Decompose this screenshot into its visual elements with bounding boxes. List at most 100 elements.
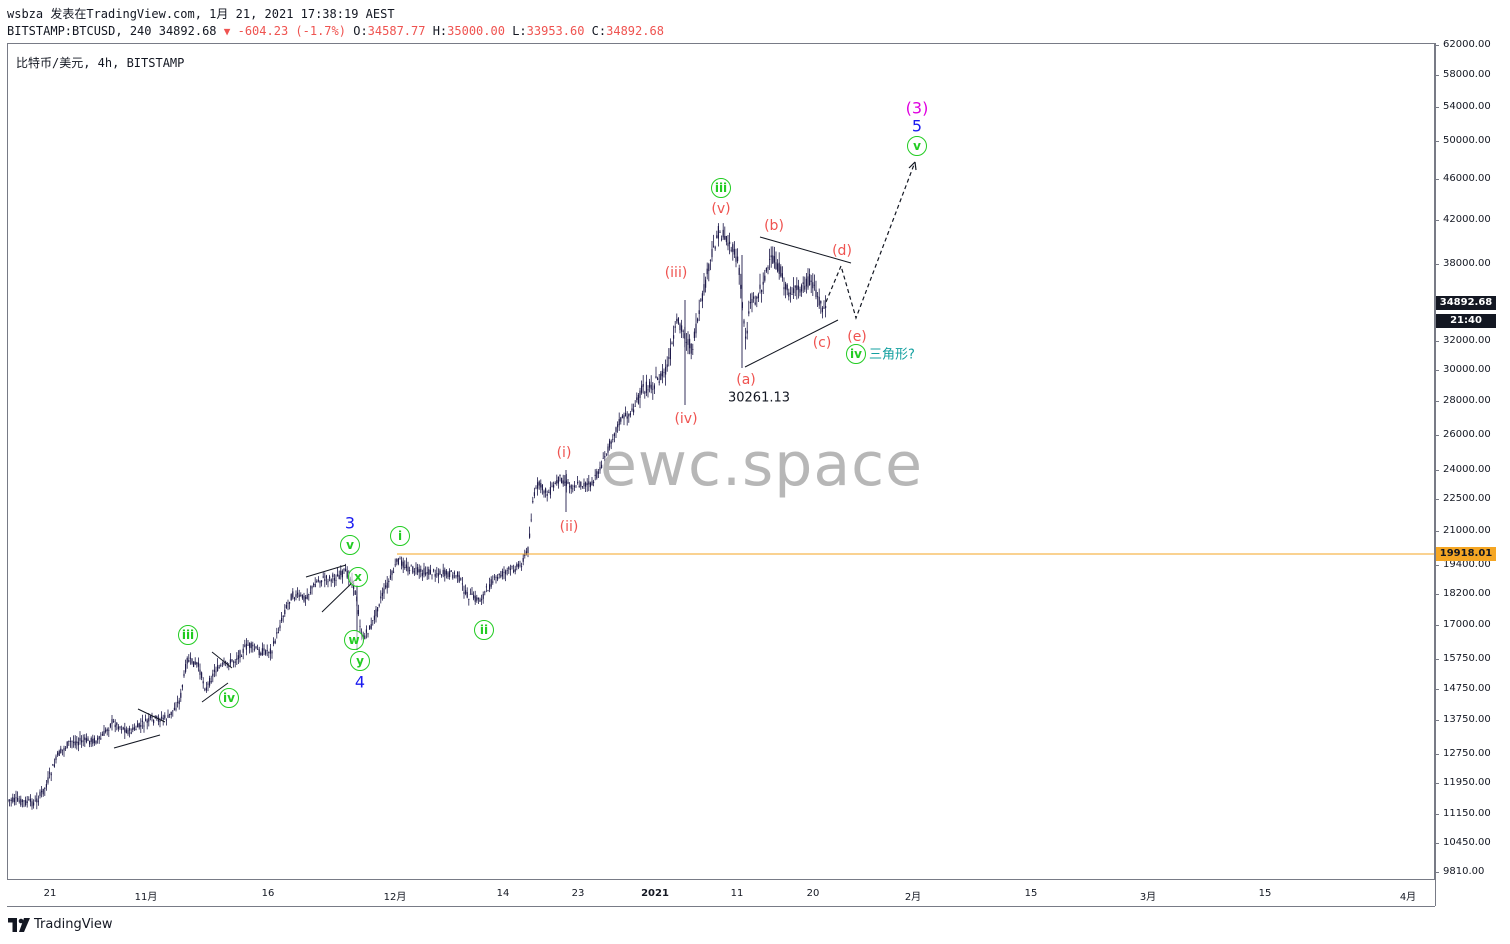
candle-body <box>653 385 655 389</box>
low-price-label[interactable]: 30261.13 <box>727 390 791 406</box>
wave-label-red[interactable]: (b) <box>764 218 784 234</box>
open-label: O: <box>353 24 368 38</box>
candle-body <box>557 476 559 484</box>
candle-body <box>631 408 633 411</box>
candle-body <box>706 268 708 275</box>
symbol-legend[interactable]: 比特币/美元, 4h, BITSTAMP <box>16 56 185 70</box>
price-tick-label: 24000.00 <box>1443 464 1491 475</box>
candle-body <box>799 288 801 293</box>
candle-body <box>564 481 566 483</box>
wave-label-red[interactable]: (iii) <box>664 265 688 281</box>
candle-body <box>209 678 211 686</box>
time-tick-label: 23 <box>571 888 585 899</box>
wave-label-circled[interactable]: iv <box>219 688 239 708</box>
candle-body <box>485 586 487 588</box>
wave-label-red[interactable]: (ii) <box>559 519 579 535</box>
low-value: 33953.60 <box>526 24 585 38</box>
candle-body <box>185 664 187 672</box>
candle-body <box>407 566 409 572</box>
candle-body <box>426 572 428 574</box>
candle-body <box>663 372 665 373</box>
wave-label-circled[interactable]: iii <box>178 625 198 645</box>
price-tick-label: 12750.00 <box>1443 748 1491 759</box>
time-axis-separator <box>7 906 1435 907</box>
wave-label-circled[interactable]: iv <box>846 344 866 364</box>
candle-body <box>252 644 254 647</box>
candle-body <box>497 577 499 580</box>
candle-body <box>53 764 55 767</box>
projection-path <box>825 161 916 320</box>
candle-body <box>405 564 407 568</box>
wave-label-red[interactable]: (iv) <box>674 411 698 427</box>
wave-label-magenta[interactable]: (3) <box>905 98 929 118</box>
candle-body <box>397 558 399 565</box>
wave-label-circled[interactable]: v <box>340 535 360 555</box>
price-tick-label: 18200.00 <box>1443 588 1491 599</box>
candle-body <box>476 597 478 601</box>
wave-label-circled[interactable]: i <box>390 526 410 546</box>
price-tick-mark <box>1435 565 1439 566</box>
candle-body <box>775 262 777 270</box>
candle-body <box>629 413 631 416</box>
candle-body <box>508 567 510 570</box>
price-tick-label: 11150.00 <box>1443 808 1491 819</box>
wave-label-circled[interactable]: y <box>350 651 370 671</box>
wave-label-red[interactable]: (a) <box>736 372 756 388</box>
wave-label-circled[interactable]: iii <box>711 178 731 198</box>
candle-body <box>404 567 406 569</box>
candle-body <box>625 413 627 417</box>
price-tick-mark <box>1435 594 1439 595</box>
candle-body <box>293 597 295 600</box>
candle-body <box>431 574 433 576</box>
candle-body <box>545 488 547 493</box>
candle-body <box>106 729 108 732</box>
wave-label-circled[interactable]: ii <box>474 620 494 640</box>
candle-body <box>269 648 271 654</box>
triangle-note[interactable]: 三角形? <box>869 347 915 363</box>
wave-label-blue[interactable]: 3 <box>344 513 356 533</box>
symbol-info: BITSTAMP:BTCUSD, 240 34892.68 <box>7 24 217 38</box>
candle-body <box>321 580 323 583</box>
candle-body <box>66 741 68 749</box>
candle-body <box>489 584 491 590</box>
candle-body <box>298 594 300 598</box>
wave-label-red[interactable]: (c) <box>812 335 832 351</box>
footer-brand[interactable]: TradingView <box>8 917 113 932</box>
candle-body <box>13 797 15 803</box>
candle-body <box>645 381 647 393</box>
candle-body <box>436 573 438 575</box>
candle-body <box>732 244 734 252</box>
candle-body <box>218 667 220 669</box>
wave-label-red[interactable]: (v) <box>711 201 731 217</box>
wave-label-blue[interactable]: 5 <box>911 116 923 136</box>
wave-label-circled[interactable]: w <box>344 630 364 650</box>
wave-label-red[interactable]: (i) <box>556 445 572 461</box>
candle-body <box>641 385 643 393</box>
candle-body <box>164 715 166 719</box>
candle-body <box>721 238 723 240</box>
candle-body <box>660 373 662 380</box>
candle-body <box>716 235 718 238</box>
candle-body <box>618 419 620 426</box>
candle-body <box>17 798 19 801</box>
candle-body <box>505 570 507 575</box>
candle-body <box>789 292 791 294</box>
candle-body <box>423 568 425 575</box>
wave-label-blue[interactable]: 4 <box>354 672 366 692</box>
candle-body <box>277 632 279 633</box>
wave-label-red[interactable]: (e) <box>847 329 867 345</box>
price-tick-mark <box>1435 843 1439 844</box>
candle-body <box>369 625 371 630</box>
wave-label-red[interactable]: (d) <box>832 243 852 259</box>
wave-label-circled[interactable]: x <box>348 567 368 587</box>
candle-body <box>781 273 783 278</box>
candle-body <box>77 741 79 746</box>
candle-body <box>519 564 521 566</box>
candle-body <box>159 720 161 723</box>
wave-label-circled[interactable]: v <box>907 136 927 156</box>
candle-body <box>23 800 25 802</box>
candle-body <box>821 307 823 313</box>
candle-body <box>327 581 329 583</box>
candle-body <box>154 716 156 717</box>
